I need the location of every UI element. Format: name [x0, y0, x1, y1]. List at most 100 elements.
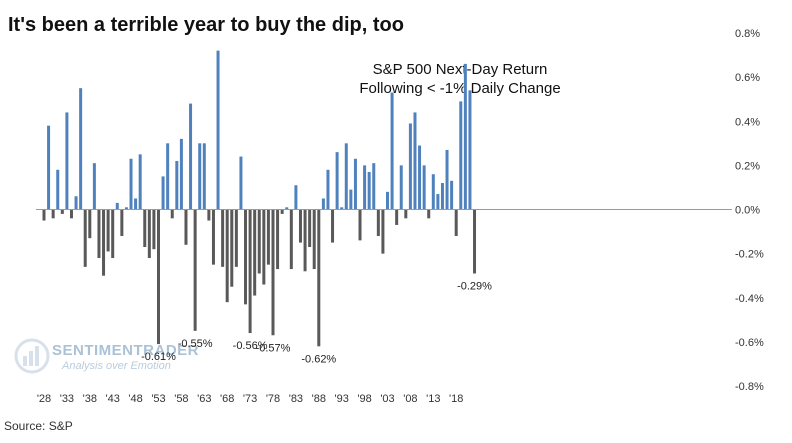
bar [280, 209, 284, 214]
bar [129, 158, 133, 210]
bar [276, 209, 280, 270]
bar [344, 143, 348, 210]
bar [349, 189, 353, 210]
y-tick-label: 0.6% [735, 72, 760, 84]
bar [298, 209, 302, 243]
x-tick-label: '68 [220, 393, 234, 405]
bar [234, 209, 238, 267]
x-tick-label: '83 [289, 393, 303, 405]
bar [399, 165, 403, 210]
bar [184, 209, 188, 245]
bar [166, 143, 170, 210]
y-tick-label: -0.4% [735, 293, 764, 305]
bar [97, 209, 101, 259]
sentimentrader-logo-icon [14, 338, 50, 374]
y-tick-label: -0.8% [735, 381, 764, 393]
y-axis-ticks: 0.8% 0.6% 0.4% 0.2% 0.0% -0.2% -0.4% -0.6% -0.8% [735, 28, 764, 393]
bar [303, 209, 307, 272]
bar [353, 158, 357, 210]
bar [239, 156, 243, 210]
bars [42, 50, 477, 347]
bar [65, 112, 69, 210]
bar [115, 202, 119, 210]
watermark-name: SENTIMENTRADER [52, 342, 200, 359]
chart-subtitle: S&P 500 Next-Day Return Following < -1% … [300, 60, 620, 98]
x-tick-label: '73 [243, 393, 257, 405]
bar [294, 185, 298, 210]
bar [189, 103, 193, 210]
bar [445, 149, 449, 210]
y-tick-label: 0.8% [735, 28, 760, 40]
bar [408, 123, 412, 210]
bar [427, 209, 431, 219]
x-tick-label: '58 [174, 393, 188, 405]
data-label: -0.61% [141, 351, 176, 363]
bar [372, 163, 376, 210]
bar [88, 209, 92, 239]
bar [134, 198, 138, 210]
bar [431, 174, 435, 210]
data-label: -0.62% [301, 353, 336, 365]
y-tick-label: 0.0% [735, 205, 760, 217]
bar [358, 209, 362, 241]
bar [468, 90, 472, 210]
bar [51, 209, 55, 219]
bar [390, 92, 394, 210]
bar [42, 209, 46, 221]
bar [413, 112, 417, 210]
bar [321, 198, 325, 210]
bar [395, 209, 399, 225]
bar [271, 209, 275, 336]
bar [376, 209, 380, 236]
subtitle-line-2: Following < -1% Daily Change [359, 80, 561, 97]
bar [266, 209, 270, 265]
bar [422, 165, 426, 210]
bar [207, 209, 211, 221]
bar [248, 209, 252, 334]
bar [106, 209, 110, 252]
bar [56, 169, 60, 210]
data-label: -0.55% [178, 338, 213, 350]
y-tick-label: -0.2% [735, 249, 764, 261]
x-tick-label: '78 [266, 393, 280, 405]
bar [147, 209, 151, 259]
y-tick-label: -0.6% [735, 337, 764, 349]
bar [202, 143, 206, 210]
bar [363, 165, 367, 210]
subtitle-line-1: S&P 500 Next-Day Return [372, 61, 548, 78]
x-tick-label: '28 [37, 393, 51, 405]
bar [440, 183, 444, 210]
bar [257, 209, 261, 274]
bar [463, 63, 467, 210]
bar [111, 209, 115, 259]
bar [473, 209, 477, 274]
bar [74, 196, 78, 210]
bar [340, 207, 344, 210]
bar [225, 209, 229, 303]
x-tick-label: '38 [83, 393, 97, 405]
bar [47, 125, 51, 210]
bar [124, 207, 128, 210]
bar [335, 152, 339, 210]
bar [175, 160, 179, 210]
bar [285, 207, 289, 210]
chart-title: It's been a terrible year to buy the dip… [8, 14, 404, 36]
source-note: Source: S&P [4, 419, 73, 433]
bar [120, 209, 124, 236]
x-tick-label: '53 [151, 393, 165, 405]
bar [262, 209, 266, 285]
watermark-tagline: Analysis over Emotion [62, 360, 171, 372]
bar [161, 176, 165, 210]
bar [230, 209, 234, 287]
bar [83, 209, 87, 267]
bar [152, 209, 156, 250]
bar [289, 209, 293, 270]
x-tick-label: '33 [60, 393, 74, 405]
bar [143, 209, 147, 248]
bar [418, 145, 422, 210]
data-label: -0.57% [256, 342, 291, 354]
bar [92, 163, 96, 210]
bar [454, 209, 458, 236]
bar [253, 209, 257, 296]
bar [436, 194, 440, 210]
